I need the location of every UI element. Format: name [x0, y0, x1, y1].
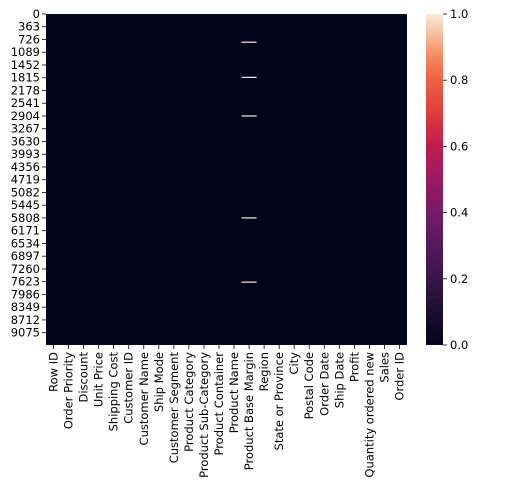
row-tick-label: 7986: [11, 287, 40, 301]
row-tick-label: 5445: [11, 198, 40, 212]
row-tick-label: 5808: [11, 211, 40, 225]
row-tick-label: 3993: [11, 147, 40, 161]
column-tick-label: Postal Code: [302, 352, 316, 419]
column-tick-label: City: [287, 352, 301, 375]
row-tick-label: 7260: [11, 262, 40, 276]
colorbar-tick-label: 0.2: [450, 272, 468, 286]
row-tick-label: 3630: [11, 134, 40, 148]
row-axis: 0363726108914521815217825412904326736303…: [11, 7, 46, 340]
column-tick-label: Row ID: [47, 352, 61, 392]
row-tick-label: 726: [18, 32, 40, 46]
column-tick-label: Ship Mode: [152, 352, 166, 412]
column-tick-label: Discount: [77, 352, 91, 403]
column-tick-label: Ship Date: [332, 352, 346, 408]
row-tick-label: 6534: [11, 236, 40, 250]
column-tick-label: State or Province: [272, 352, 286, 450]
column-axis: Row ID Order Priority Discount Unit Price Sh…: [47, 345, 406, 478]
column-tick-label: Product Base Margin: [242, 352, 256, 470]
colorbar-tick-label: 0.8: [450, 73, 468, 87]
row-tick-label: 8712: [11, 313, 40, 327]
row-tick-label: 1452: [11, 58, 40, 72]
column-tick-label: Region: [257, 352, 271, 391]
colorbar: [426, 14, 443, 345]
row-tick-label: 7623: [11, 275, 40, 289]
row-tick-label: 1089: [11, 45, 40, 59]
row-tick-label: 5082: [11, 185, 40, 199]
column-tick-label: Product Container: [212, 352, 226, 456]
row-tick-label: 2178: [11, 83, 40, 97]
row-tick-label: 363: [18, 20, 40, 34]
heatmap-area: [46, 14, 407, 345]
column-tick-label: Customer ID: [122, 352, 136, 424]
missing-value-cell: [241, 41, 257, 43]
row-tick-label: 0: [33, 7, 40, 21]
row-tick-label: 8349: [11, 300, 40, 314]
column-tick-label: Customer Segment: [167, 352, 181, 464]
colorbar-tick-label: 0.4: [450, 206, 468, 220]
row-tick-label: 1815: [11, 71, 40, 85]
column-tick-label: Order Date: [317, 352, 331, 416]
column-tick-label: Order Priority: [62, 352, 76, 429]
column-tick-label: Profit: [347, 352, 361, 382]
missing-value-cell: [241, 217, 257, 219]
row-tick-label: 2904: [11, 109, 40, 123]
colorbar-axis: 0.0 0.2 0.4 0.6 0.8 1.0: [443, 7, 468, 352]
colorbar-tick-label: 0.0: [450, 338, 468, 352]
column-tick-label: Order ID: [392, 352, 406, 401]
column-tick-label: Customer Name: [137, 352, 151, 445]
colorbar-tick-label: 0.6: [450, 139, 468, 153]
colorbar-tick-label: 1.0: [450, 7, 468, 21]
row-tick-label: 2541: [11, 96, 40, 110]
column-tick-label: Unit Price: [92, 352, 106, 407]
row-tick-label: 6897: [11, 249, 40, 263]
column-tick-label: Shipping Cost: [107, 352, 121, 432]
row-tick-label: 3267: [11, 122, 40, 136]
column-tick-label: Product Name: [227, 352, 241, 433]
column-tick-label: Product Category: [182, 352, 196, 452]
column-tick-label: Quantity ordered new: [362, 352, 376, 478]
missing-value-cell: [241, 115, 257, 117]
row-tick-label: 6171: [11, 224, 40, 238]
missing-value-cell: [241, 281, 257, 283]
missing-value-cell: [241, 76, 257, 78]
row-tick-label: 4719: [11, 173, 40, 187]
column-tick-label: Product Sub-Category: [197, 352, 211, 478]
column-tick-label: Sales: [377, 352, 391, 383]
row-tick-label: 4356: [11, 160, 40, 174]
row-tick-label: 9075: [11, 326, 40, 340]
missing-value-marks: [241, 41, 257, 283]
